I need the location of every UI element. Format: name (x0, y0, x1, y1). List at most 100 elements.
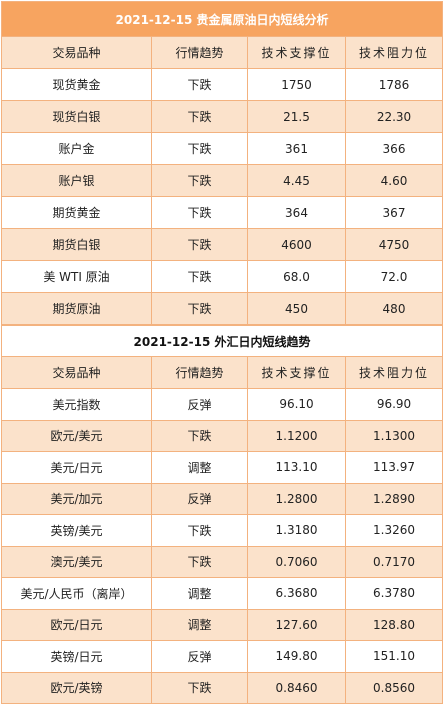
cell-support: 361 (247, 132, 346, 165)
cell-trend: 反弹 (151, 388, 248, 421)
cell-resistance: 1786 (345, 68, 443, 101)
header-support: 技术支撑位 (247, 36, 346, 69)
cell-support: 450 (247, 292, 346, 325)
cell-instrument: 英镑/美元 (1, 514, 152, 547)
section2-title: 2021-12-15 外汇日内短线趋势 (1, 325, 443, 357)
table-row: 美元/人民币（离岸） 调整 6.3680 6.3780 (1, 577, 443, 610)
cell-trend: 下跌 (151, 196, 248, 229)
cell-trend: 下跌 (151, 68, 248, 101)
table-row: 澳元/美元 下跌 0.7060 0.7170 (1, 545, 443, 578)
table-row: 美元/日元 调整 113.10 113.97 (1, 451, 443, 484)
cell-support: 127.60 (247, 608, 346, 641)
cell-support: 149.80 (247, 640, 346, 673)
cell-resistance: 0.7170 (345, 545, 443, 578)
cell-instrument: 欧元/英镑 (1, 671, 152, 704)
cell-support: 0.8460 (247, 671, 346, 704)
cell-resistance: 367 (345, 196, 443, 229)
table-row: 欧元/日元 调整 127.60 128.80 (1, 608, 443, 641)
header-resistance: 技术阻力位 (345, 356, 443, 389)
table-row: 英镑/日元 反弹 149.80 151.10 (1, 640, 443, 673)
cell-trend: 反弹 (151, 640, 248, 673)
cell-instrument: 英镑/日元 (1, 640, 152, 673)
section1-title: 2021-12-15 贵金属原油日内短线分析 (1, 1, 443, 37)
cell-support: 1.2800 (247, 482, 346, 515)
table-row: 现货白银 下跌 21.5 22.30 (1, 100, 443, 133)
cell-support: 96.10 (247, 388, 346, 421)
cell-trend: 下跌 (151, 292, 248, 325)
cell-resistance: 22.30 (345, 100, 443, 133)
cell-trend: 下跌 (151, 671, 248, 704)
table-row: 欧元/美元 下跌 1.1200 1.1300 (1, 419, 443, 452)
table-row: 账户银 下跌 4.45 4.60 (1, 164, 443, 197)
cell-support: 1750 (247, 68, 346, 101)
forex-table: 2021-12-15 外汇日内短线趋势 交易品种 行情趋势 技术支撑位 技术阻力… (1, 325, 443, 704)
cell-trend: 下跌 (151, 164, 248, 197)
cell-resistance: 96.90 (345, 388, 443, 421)
table-row: 美元/加元 反弹 1.2800 1.2890 (1, 482, 443, 515)
table-title-row: 2021-12-15 外汇日内短线趋势 (1, 325, 443, 357)
header-trend: 行情趋势 (151, 356, 248, 389)
cell-trend: 下跌 (151, 228, 248, 261)
cell-trend: 反弹 (151, 482, 248, 515)
cell-instrument: 美元/人民币（离岸） (1, 577, 152, 610)
cell-trend: 调整 (151, 577, 248, 610)
cell-trend: 下跌 (151, 132, 248, 165)
header-resistance: 技术阻力位 (345, 36, 443, 69)
cell-instrument: 美元指数 (1, 388, 152, 421)
cell-instrument: 美 WTI 原油 (1, 260, 152, 293)
cell-instrument: 账户银 (1, 164, 152, 197)
cell-resistance: 4.60 (345, 164, 443, 197)
cell-support: 21.5 (247, 100, 346, 133)
precious-metals-oil-table: 2021-12-15 贵金属原油日内短线分析 交易品种 行情趋势 技术支撑位 技… (1, 1, 443, 325)
cell-resistance: 1.2890 (345, 482, 443, 515)
cell-instrument: 现货黄金 (1, 68, 152, 101)
cell-support: 0.7060 (247, 545, 346, 578)
cell-support: 364 (247, 196, 346, 229)
cell-instrument: 欧元/美元 (1, 419, 152, 452)
cell-resistance: 366 (345, 132, 443, 165)
cell-trend: 下跌 (151, 545, 248, 578)
cell-resistance: 480 (345, 292, 443, 325)
table-row: 美元指数 反弹 96.10 96.90 (1, 388, 443, 421)
cell-trend: 下跌 (151, 100, 248, 133)
cell-resistance: 151.10 (345, 640, 443, 673)
cell-instrument: 美元/加元 (1, 482, 152, 515)
cell-trend: 调整 (151, 451, 248, 484)
table-row: 账户金 下跌 361 366 (1, 132, 443, 165)
table-row: 期货原油 下跌 450 480 (1, 292, 443, 325)
cell-instrument: 期货原油 (1, 292, 152, 325)
cell-support: 1.1200 (247, 419, 346, 452)
table-row: 现货黄金 下跌 1750 1786 (1, 68, 443, 101)
header-support: 技术支撑位 (247, 356, 346, 389)
cell-instrument: 欧元/日元 (1, 608, 152, 641)
table-row: 欧元/英镑 下跌 0.8460 0.8560 (1, 671, 443, 704)
cell-support: 4.45 (247, 164, 346, 197)
cell-resistance: 128.80 (345, 608, 443, 641)
header-instrument: 交易品种 (1, 36, 152, 69)
cell-instrument: 美元/日元 (1, 451, 152, 484)
cell-trend: 调整 (151, 608, 248, 641)
table-header-row: 交易品种 行情趋势 技术支撑位 技术阻力位 (1, 356, 443, 389)
cell-trend: 下跌 (151, 419, 248, 452)
cell-resistance: 0.8560 (345, 671, 443, 704)
table-row: 期货白银 下跌 4600 4750 (1, 228, 443, 261)
table-title-row: 2021-12-15 贵金属原油日内短线分析 (1, 1, 443, 37)
header-instrument: 交易品种 (1, 356, 152, 389)
cell-instrument: 期货黄金 (1, 196, 152, 229)
cell-support: 1.3180 (247, 514, 346, 547)
cell-resistance: 72.0 (345, 260, 443, 293)
cell-instrument: 账户金 (1, 132, 152, 165)
cell-support: 4600 (247, 228, 346, 261)
cell-support: 68.0 (247, 260, 346, 293)
cell-instrument: 澳元/美元 (1, 545, 152, 578)
cell-resistance: 113.97 (345, 451, 443, 484)
table-row: 英镑/美元 下跌 1.3180 1.3260 (1, 514, 443, 547)
cell-resistance: 4750 (345, 228, 443, 261)
cell-support: 6.3680 (247, 577, 346, 610)
table-row: 期货黄金 下跌 364 367 (1, 196, 443, 229)
cell-trend: 下跌 (151, 514, 248, 547)
cell-instrument: 现货白银 (1, 100, 152, 133)
cell-instrument: 期货白银 (1, 228, 152, 261)
cell-support: 113.10 (247, 451, 346, 484)
